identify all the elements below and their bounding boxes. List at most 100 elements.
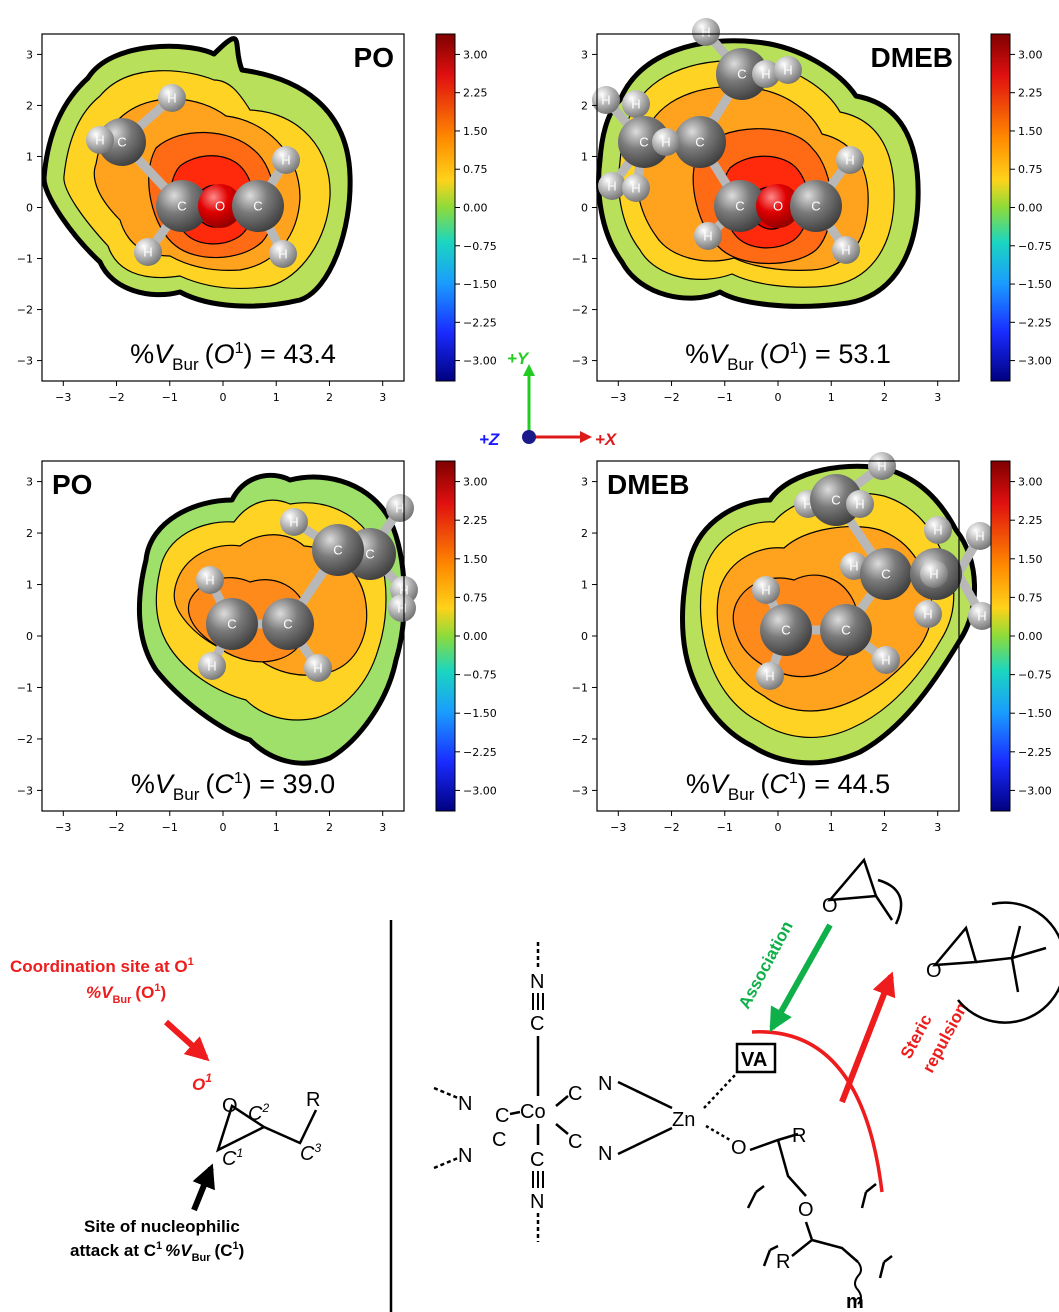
y-tick-label: 2 <box>26 527 33 540</box>
hydrogen-atom: H <box>836 146 864 174</box>
colorbar-dmeb-o: 3.00 2.25 1.50 0.75 0.00 −0.75 −1.50 −2.25 −3.00 <box>990 33 1052 382</box>
chain-o1: O <box>731 1137 747 1159</box>
atom-label: H <box>929 567 938 582</box>
hydrogen-atom: H <box>832 236 860 264</box>
top-n: N <box>530 971 544 993</box>
y-tick-label: −1 <box>17 253 33 266</box>
atom-label: H <box>849 559 858 574</box>
atom-label: C <box>737 67 746 82</box>
atom-label: H <box>975 529 984 544</box>
colorbar-tick: −0.75 <box>1018 240 1052 253</box>
y-tick-label: −2 <box>572 733 588 746</box>
atom-label: H <box>761 67 770 82</box>
atom-label: H <box>289 515 298 530</box>
y-tick-label: −2 <box>17 733 33 746</box>
colorbar-tick: −1.50 <box>463 707 497 720</box>
atom-label: C <box>881 567 890 582</box>
hydrogen-atom: H <box>592 86 620 114</box>
dmeb-epoxide <box>932 925 978 967</box>
y-tick-label: −1 <box>572 253 588 266</box>
side-chain-bonds <box>263 1109 318 1145</box>
lower-right-c: C <box>568 1131 582 1153</box>
x-tick-label: −1 <box>162 391 178 404</box>
colorbar-tick: 3.00 <box>463 48 488 61</box>
y-tick-label: 1 <box>26 579 33 592</box>
hydrogen-atom: H <box>868 452 896 480</box>
y-tick-label: −1 <box>17 681 33 694</box>
carbon-atom: C <box>860 548 912 600</box>
attack-line2: attack at C1 %VBur (C1) <box>70 1240 244 1264</box>
x-tick-label: 2 <box>881 821 888 834</box>
molecule-po-c: HHCHHHCHCCHH <box>196 494 418 682</box>
y-tick-label: 0 <box>26 202 33 215</box>
colorbar-tick: −3.00 <box>463 355 497 368</box>
colorbar-tick: 3.00 <box>1018 48 1043 61</box>
hydrogen-atom: H <box>752 60 780 88</box>
hydrogen-atom: H <box>196 566 224 594</box>
x-tick-label: −2 <box>108 391 124 404</box>
atom-label: C <box>117 135 126 150</box>
x-tick-label: 1 <box>828 391 835 404</box>
atom-label: O <box>215 199 225 214</box>
x-tick-label: −2 <box>663 821 679 834</box>
coordination-vbur-label: %VBur (O1) <box>86 982 166 1006</box>
carbon-atom: C <box>674 116 726 168</box>
atom-label: H <box>703 229 712 244</box>
hydrogen-atom: H <box>598 172 626 200</box>
atom-label: H <box>397 601 406 616</box>
y-tick-label: 0 <box>581 202 588 215</box>
atom-label: H <box>783 63 792 78</box>
y-tick-label: −3 <box>17 784 33 797</box>
upper-right-n: N <box>598 1073 612 1095</box>
atom-label: H <box>167 91 176 106</box>
colorbar-dmeb-c: 3.00 2.25 1.50 0.75 0.00 −0.75 −1.50 −2.25 −3.00 <box>990 460 1052 812</box>
atom-label: H <box>661 135 670 150</box>
panel-label: DMEB <box>607 469 689 500</box>
upper-right-c: C <box>568 1083 582 1105</box>
r-group-label: R <box>306 1089 320 1111</box>
atom-label: H <box>977 609 986 624</box>
colorbar-tick: −2.25 <box>463 746 497 759</box>
y-arrowhead-icon <box>523 364 535 376</box>
panel-label: DMEB <box>871 42 953 73</box>
hydrogen-atom: H <box>968 602 996 630</box>
chain-r2: R <box>776 1251 790 1273</box>
panel-label: PO <box>52 469 92 500</box>
atom-label: H <box>877 459 886 474</box>
oxygen-atom: O <box>198 184 242 228</box>
co-atom: Co <box>520 1101 546 1123</box>
top-c: C <box>530 1013 544 1035</box>
carbon-atom: C <box>760 604 812 656</box>
lower-left-c: C <box>492 1129 506 1151</box>
atom-label: C <box>333 543 342 558</box>
po-oxygen: O <box>822 895 838 917</box>
panel-dmeb-c: HHCHHHHCCHHHHCCHH−3−2−101233210−1−2−3DME… <box>572 452 1052 834</box>
hydrogen-atom: H <box>622 174 650 202</box>
atom-label: O <box>773 199 783 214</box>
panel-label: PO <box>354 42 394 73</box>
lower-left-n: N <box>458 1145 472 1167</box>
colorbar-tick: 2.25 <box>1018 87 1043 100</box>
atom-label: H <box>143 245 152 260</box>
atom-label: H <box>761 583 770 598</box>
atom-label: H <box>765 669 774 684</box>
lower-right-n: N <box>598 1143 612 1165</box>
x-tick-label: 3 <box>379 821 386 834</box>
x-tick-label: 2 <box>326 821 333 834</box>
epoxide-ring <box>215 1104 267 1153</box>
bottom-n: N <box>530 1191 544 1213</box>
x-axis-label: +X <box>595 430 618 449</box>
colorbar-tick: 2.25 <box>463 87 488 100</box>
chain-r1: R <box>792 1125 806 1147</box>
hydrogen-atom: H <box>872 646 900 674</box>
x-tick-label: −2 <box>108 821 124 834</box>
y-tick-label: 3 <box>581 48 588 61</box>
colorbar-tick: 2.25 <box>463 514 488 527</box>
atom-label: C <box>841 623 850 638</box>
colorbar-tick: 0.00 <box>463 202 488 215</box>
molecule-dmeb-c: HHCHHHHCCHHHHCCHH <box>752 452 996 690</box>
x-tick-label: 3 <box>934 821 941 834</box>
atom-label: H <box>601 93 610 108</box>
